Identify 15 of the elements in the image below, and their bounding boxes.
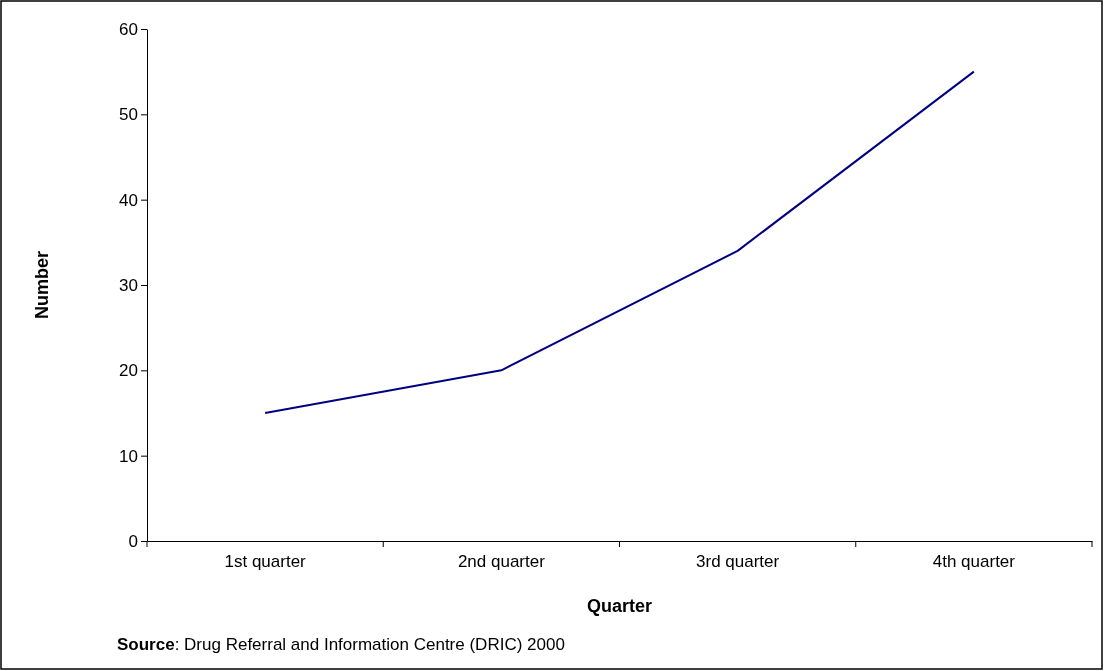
y-tick-label: 10	[119, 446, 138, 466]
y-axis-title: Number	[32, 250, 52, 320]
x-tick-label: 1st quarter	[224, 552, 307, 572]
x-axis-title: Quarter	[586, 596, 653, 616]
y-tick-label: 20	[119, 361, 138, 381]
x-tick-label: 4th quarter	[932, 552, 1016, 572]
source-note: Source: Drug Referral and Information Centre (DRIC) 2000	[117, 635, 565, 654]
line-series	[264, 70, 975, 414]
y-tick-label: 0	[128, 531, 138, 551]
y-tick-label: 30	[119, 275, 138, 295]
x-tick-label: 2nd quarter	[457, 552, 546, 572]
y-tick-label: 50	[119, 105, 138, 125]
x-tick-label: 3rd quarter	[696, 552, 780, 572]
y-tick-label: 60	[119, 19, 138, 39]
y-tick-label: 40	[119, 190, 138, 210]
